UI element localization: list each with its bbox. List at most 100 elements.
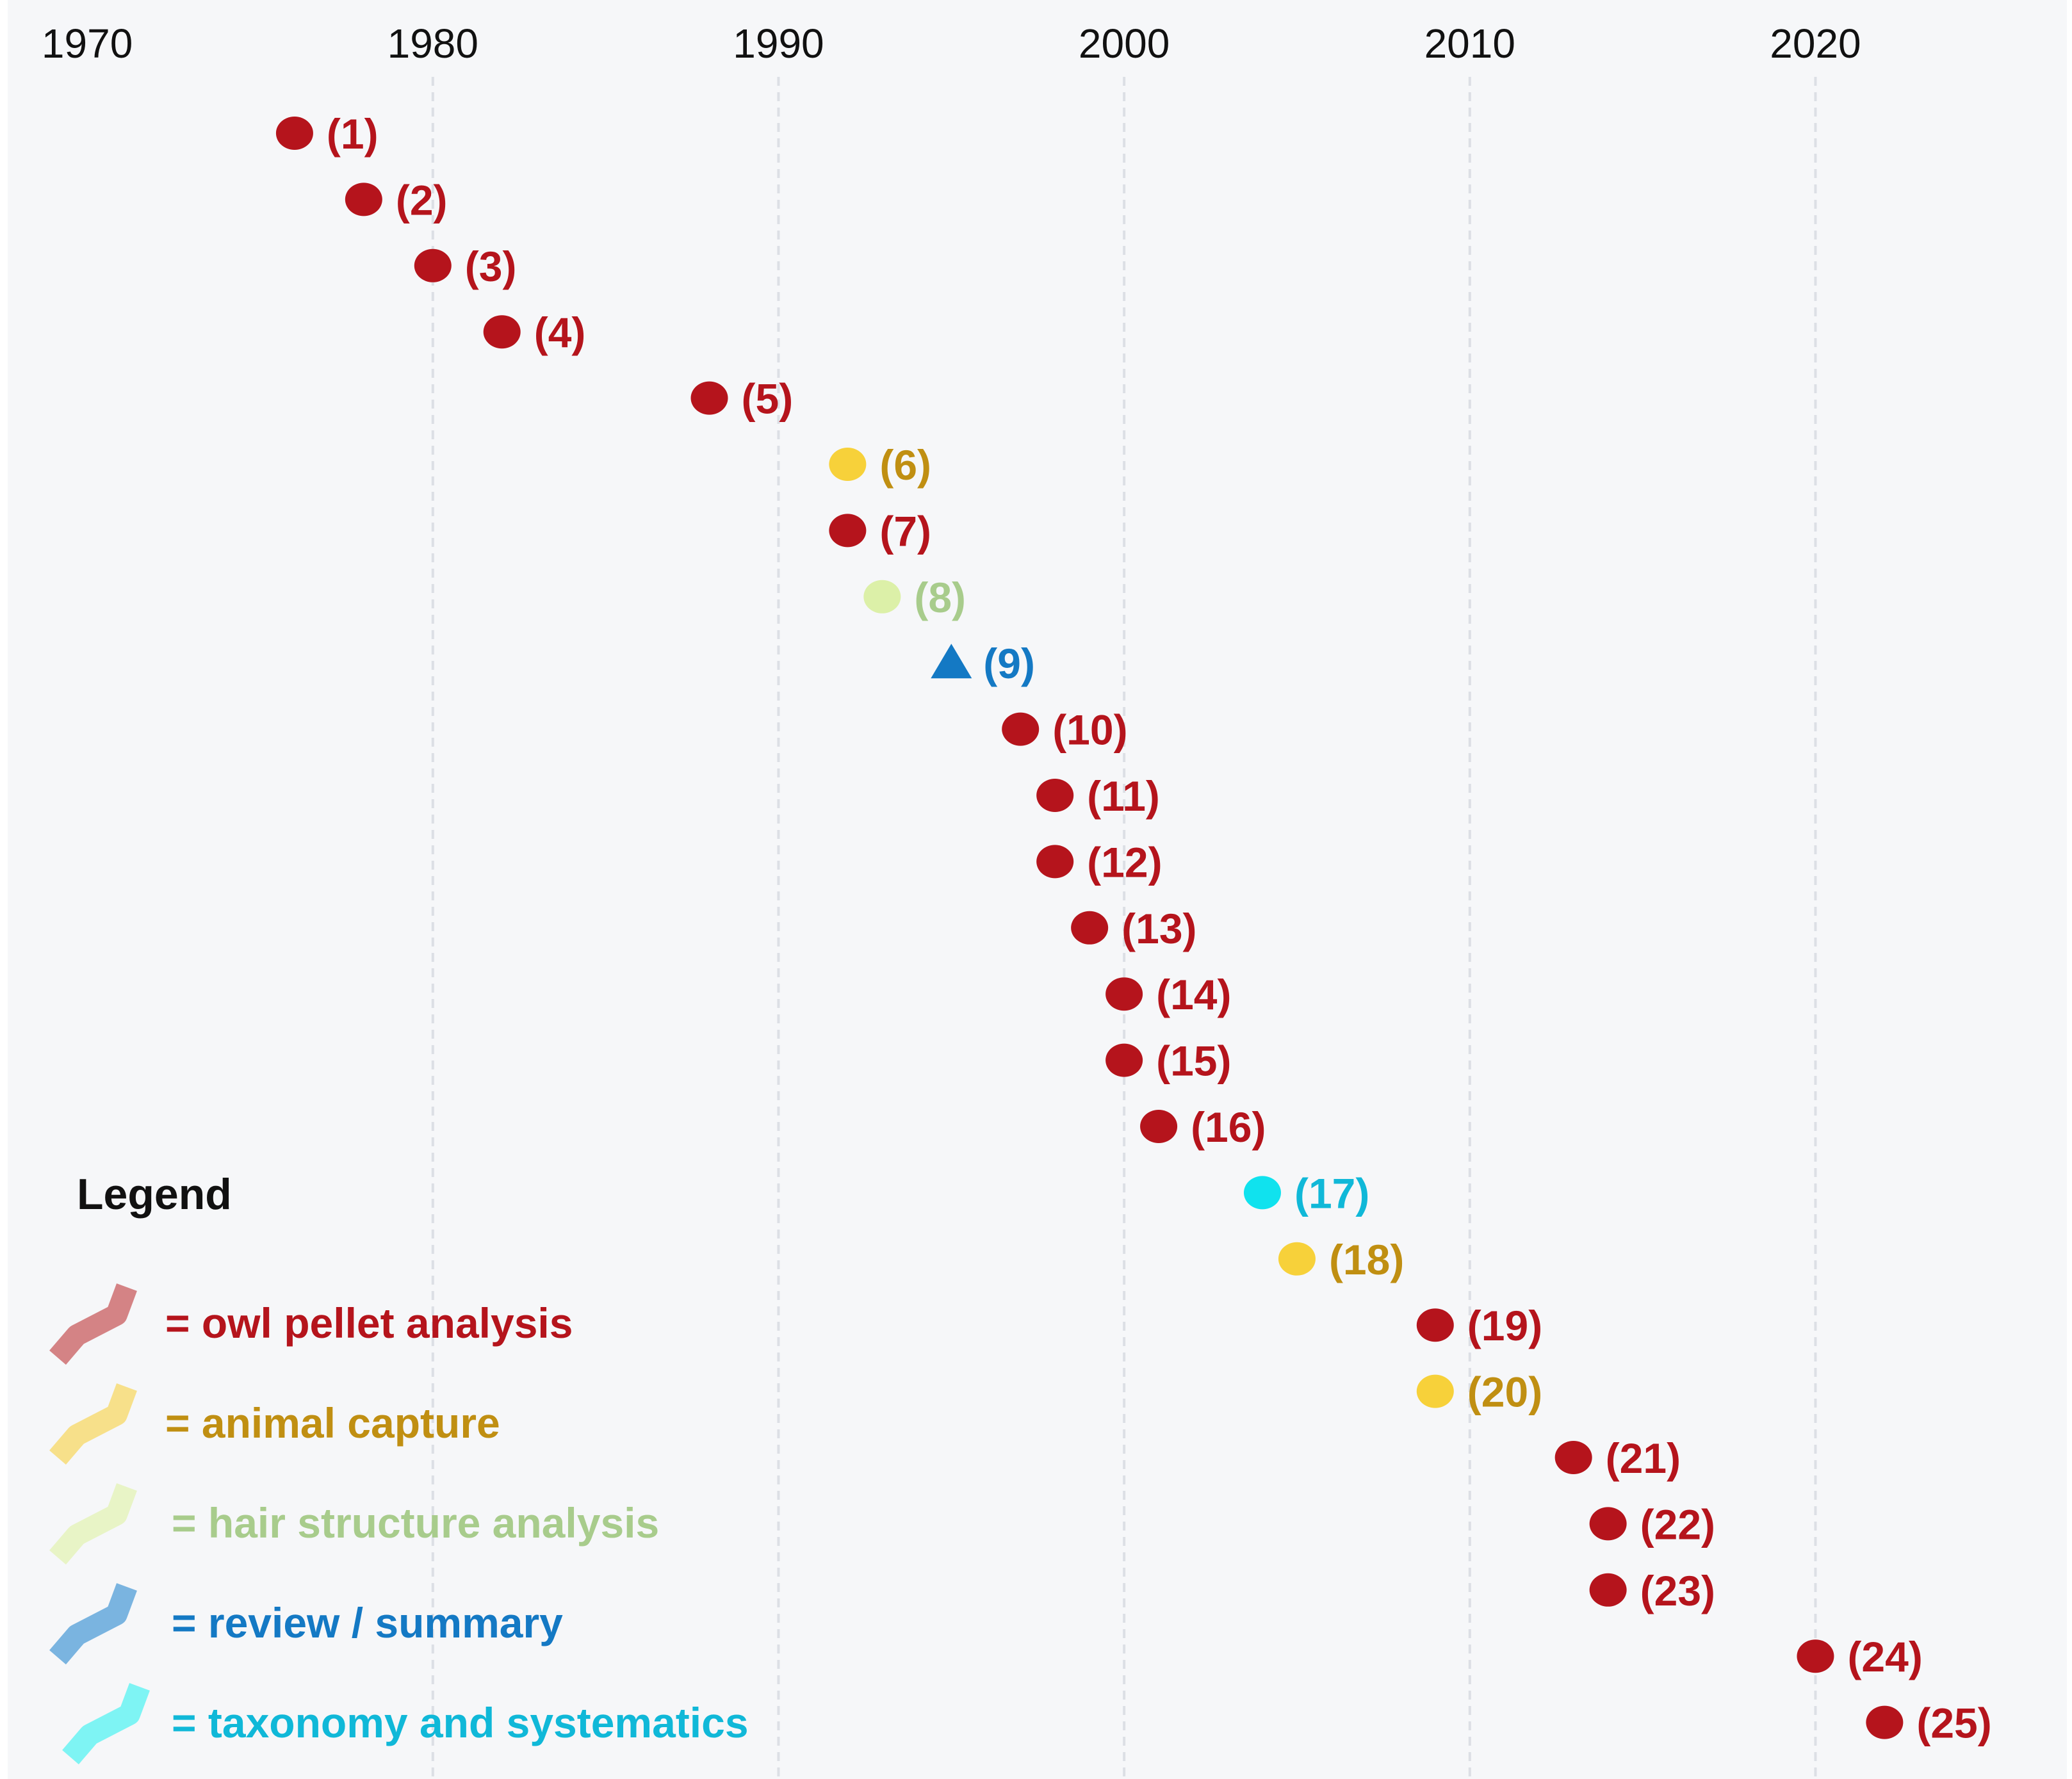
legend-swatch [49,1283,137,1365]
point-label: (12) [1087,838,1162,886]
legend-item-1: = owl pellet analysis [49,1283,573,1365]
data-point-11: (11) [1036,772,1160,820]
point-marker [1416,1374,1454,1408]
data-point-25: (25) [1866,1700,1992,1747]
tick-label-2020: 2020 [1770,20,1861,67]
point-marker [829,448,867,481]
point-label: (8) [914,574,966,621]
point-label: (16) [1191,1103,1266,1151]
data-point-4: (4) [483,309,586,356]
data-point-2: (2) [345,176,448,223]
point-marker [863,580,901,613]
legend: Legend = owl pellet analysis = animal cap… [49,1170,749,1765]
data-point-19: (19) [1416,1302,1542,1349]
point-marker [1554,1441,1592,1474]
point-label: (25) [1916,1700,1991,1747]
data-point-9: (9) [931,640,1035,687]
legend-item-3: = hair structure analysis [49,1483,659,1565]
gridlines [431,77,1817,1779]
tick-label-1980: 1980 [387,20,478,67]
legend-item-5: = taxonomy and systematics [62,1683,749,1765]
point-label: (13) [1122,905,1196,952]
legend-item-4: = review / summary [49,1583,563,1665]
data-point-15: (15) [1105,1037,1231,1085]
point-label: (7) [879,507,931,555]
x-axis-ticks: 1970 1980 1990 2000 2010 2020 [42,20,1861,67]
tick-label-1990: 1990 [733,20,824,67]
point-marker [275,117,313,150]
legend-swatch [49,1383,137,1465]
point-marker [829,514,867,548]
point-label: (14) [1156,971,1231,1018]
point-marker [1416,1308,1454,1342]
point-label: (6) [879,441,931,489]
point-marker [931,644,972,679]
legend-item-2: = animal capture [49,1383,500,1465]
point-marker [1140,1110,1178,1143]
legend-swatch [49,1483,137,1565]
point-label: (1) [327,110,379,158]
legend-label: = animal capture [165,1399,500,1447]
tick-label-2010: 2010 [1424,20,1515,67]
tick-label-2000: 2000 [1079,20,1170,67]
data-point-24: (24) [1797,1633,1923,1680]
data-point-3: (3) [414,243,517,290]
point-marker [483,315,521,349]
point-marker [1105,1043,1143,1077]
data-point-20: (20) [1416,1369,1542,1416]
point-label: (22) [1640,1500,1715,1548]
tick-label-1970: 1970 [42,20,133,67]
legend-label: = taxonomy and systematics [172,1699,749,1746]
legend-label: = hair structure analysis [172,1499,659,1547]
point-label: (4) [534,309,586,356]
point-label: (18) [1329,1236,1404,1283]
point-label: (21) [1606,1434,1681,1482]
point-label: (9) [983,640,1035,687]
point-marker [1589,1507,1627,1541]
point-label: (11) [1087,772,1160,820]
point-marker [1105,977,1143,1011]
point-marker [1071,911,1109,945]
data-points: (1) (2) (3) (4) (5) (6) (7) (8) (9) (10) (11) (12) (… [275,110,1992,1747]
data-point-6: (6) [829,441,931,489]
point-label: (23) [1640,1567,1715,1614]
legend-swatch [62,1683,150,1765]
chart-background [8,0,2067,1779]
point-marker [414,248,452,282]
point-marker [1036,845,1074,879]
data-point-22: (22) [1589,1500,1715,1548]
point-label: (17) [1294,1169,1369,1217]
data-point-21: (21) [1554,1434,1681,1482]
point-marker [345,183,382,216]
point-marker [1589,1573,1627,1607]
legend-label: = owl pellet analysis [165,1299,573,1347]
data-point-16: (16) [1140,1103,1266,1151]
data-point-10: (10) [1002,706,1128,754]
point-label: (5) [742,375,794,423]
point-marker [1243,1176,1281,1210]
data-point-8: (8) [863,574,966,621]
point-marker [1866,1705,1904,1739]
point-marker [1036,779,1074,812]
point-label: (19) [1467,1302,1542,1349]
legend-label: = review / summary [172,1599,563,1646]
data-point-18: (18) [1278,1236,1404,1283]
point-label: (3) [465,243,517,290]
data-point-13: (13) [1071,905,1197,952]
point-label: (2) [396,176,448,223]
data-point-1: (1) [275,110,379,158]
data-point-14: (14) [1105,971,1231,1018]
point-label: (24) [1847,1633,1922,1680]
point-marker [690,381,728,415]
data-point-12: (12) [1036,838,1162,886]
point-marker [1002,712,1040,746]
data-point-23: (23) [1589,1567,1715,1614]
legend-title: Legend [77,1170,232,1219]
point-marker [1278,1242,1316,1276]
data-point-5: (5) [690,375,794,423]
point-label: (15) [1156,1037,1231,1085]
point-label: (20) [1467,1369,1542,1416]
data-point-7: (7) [829,507,931,555]
